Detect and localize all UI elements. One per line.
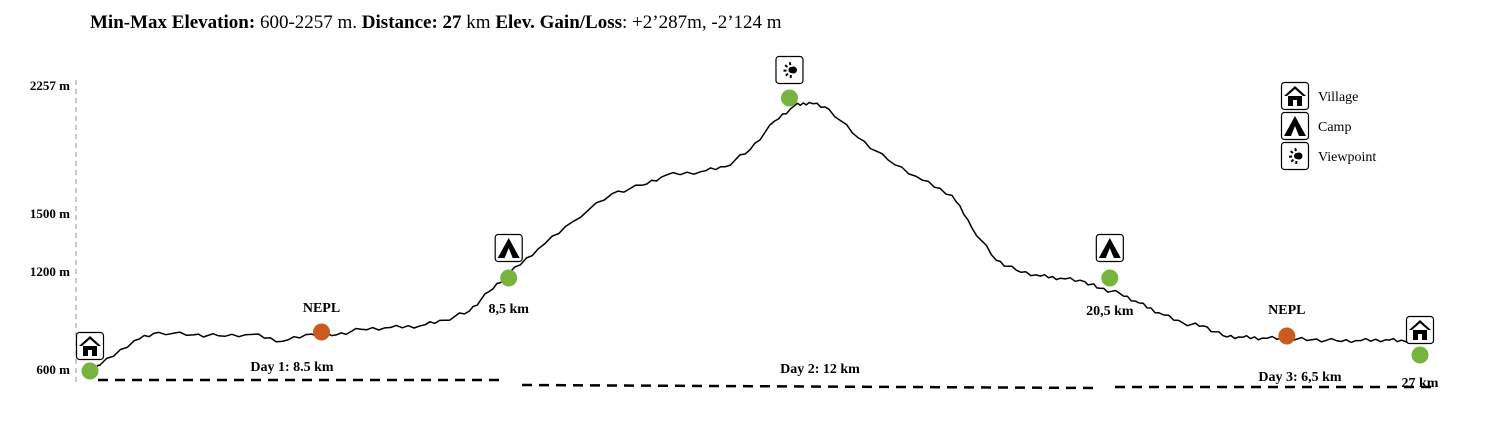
viewpoint-ray [781, 69, 792, 72]
house-door [88, 350, 92, 356]
minmax-label: Min-Max Elevation: [90, 12, 256, 33]
village-icon [75, 331, 105, 361]
day-segment-line [521, 383, 1096, 390]
day-label: Day 3: 6,5 km [1258, 370, 1342, 385]
camp-icon [494, 233, 523, 263]
tent-door [1105, 248, 1114, 258]
house-roof [1409, 320, 1431, 330]
house-door [1293, 100, 1297, 106]
gain-loss-label: Elev. Gain/Loss [495, 12, 623, 33]
viewpoint-eye [789, 66, 797, 74]
minmax-value: 600-2257 m. [255, 12, 362, 33]
legend-village-icon [1280, 81, 1310, 111]
y-tick-label: 1500 m [30, 206, 70, 221]
house-roof [79, 336, 101, 346]
waypoint-marker [313, 323, 331, 341]
viewpoint-eye [1295, 152, 1303, 160]
day-label: Day 1: 8.5 km [250, 360, 334, 375]
legend-label: Camp [1318, 120, 1351, 135]
legend-camp-icon [1280, 111, 1310, 141]
waypoint-label: 27 km [1402, 376, 1439, 391]
gain-loss-value: : +2’287m, -2’124 m [622, 12, 782, 33]
distance-unit: km [461, 12, 496, 33]
chart-header: Min-Max Elevation: 600-2257 m. Distance:… [90, 12, 782, 34]
camp-icon [1095, 233, 1124, 263]
waypoint-marker [81, 362, 99, 380]
waypoint-marker [1411, 346, 1429, 364]
legend-label: Viewpoint [1318, 150, 1376, 165]
legend-viewpoint-icon [1280, 141, 1310, 171]
waypoint-label: NEPL [303, 301, 340, 316]
y-tick-label: 600 m [36, 362, 70, 377]
viewpoint-icon [775, 55, 804, 85]
village-icon [1405, 315, 1435, 345]
y-tick-label: 1200 m [30, 264, 70, 279]
distance-value: 27 [442, 12, 462, 33]
tent-door [1291, 126, 1299, 136]
elevation-profile-line [89, 101, 1421, 369]
house-roof [1284, 86, 1306, 96]
day-label: Day 2: 12 km [780, 362, 860, 377]
tent-door [504, 248, 513, 258]
waypoint-label: NEPL [1268, 303, 1305, 318]
legend-label: Village [1318, 90, 1358, 105]
waypoint-label: 20,5 km [1086, 304, 1134, 319]
waypoint-marker [780, 89, 798, 107]
distance-label: Distance: [361, 12, 438, 33]
waypoint-marker [1278, 327, 1296, 345]
waypoint-label: 8,5 km [488, 302, 529, 317]
house-door [1418, 334, 1422, 340]
viewpoint-ray [1286, 155, 1298, 158]
waypoint-marker [500, 269, 518, 287]
tent-body [497, 238, 520, 258]
y-tick-label: 2257 m [30, 78, 70, 93]
waypoint-marker [1101, 269, 1119, 287]
